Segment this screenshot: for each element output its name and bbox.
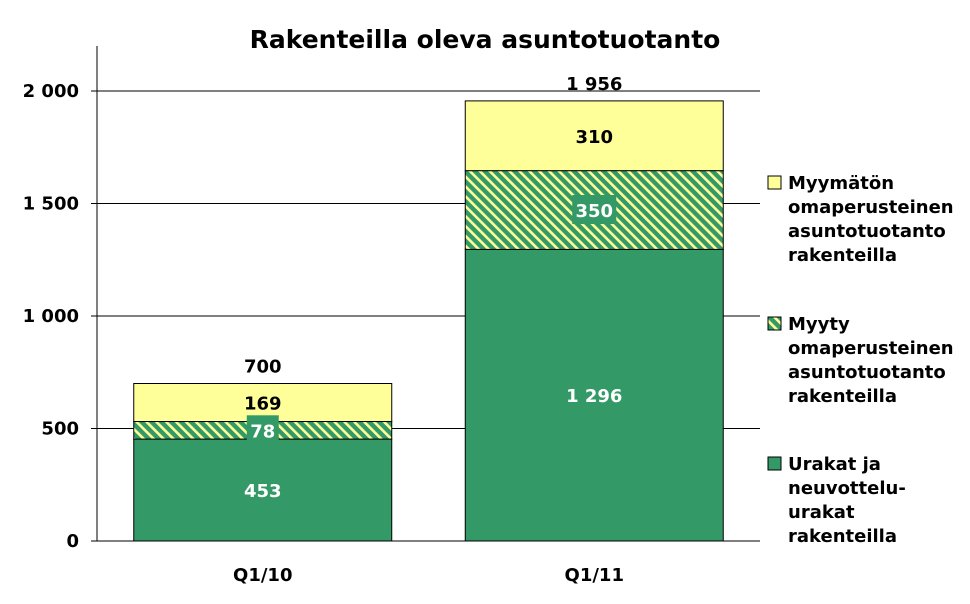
legend-swatch bbox=[767, 175, 782, 190]
legend-label: neuvottelu- bbox=[788, 478, 906, 499]
y-axis: 0 500 1 000 1 500 2 000 bbox=[23, 46, 760, 552]
legend-label: Urakat ja bbox=[788, 454, 881, 475]
legend: Myymätön omaperusteinen asuntotuotanto rake… bbox=[767, 173, 954, 547]
bar-segment bbox=[464, 100, 724, 172]
legend-label: omaperusteinen bbox=[788, 338, 954, 359]
legend-swatch bbox=[767, 316, 782, 331]
value-label: 169 bbox=[244, 394, 282, 415]
bar-segment bbox=[133, 438, 393, 542]
legend-label: urakat bbox=[788, 502, 855, 523]
total-label: 1 956 bbox=[566, 74, 622, 95]
value-label: 310 bbox=[575, 127, 613, 148]
y-tick-label: 1 500 bbox=[23, 194, 79, 215]
value-label: 1 296 bbox=[566, 386, 622, 407]
legend-swatch bbox=[767, 456, 782, 471]
x-axis: Q1/10 Q1/11 bbox=[233, 565, 624, 586]
x-tick-label: Q1/10 bbox=[233, 565, 292, 586]
legend-label: rakenteilla bbox=[788, 386, 897, 407]
value-label-background bbox=[572, 195, 617, 225]
legend-label: asuntotuotanto bbox=[788, 362, 946, 383]
legend-label: omaperusteinen bbox=[788, 197, 954, 218]
chart-title: Rakenteilla oleva asuntotuotanto bbox=[250, 25, 721, 54]
y-tick-label: 500 bbox=[41, 419, 79, 440]
y-tick-label: 1 000 bbox=[23, 306, 79, 327]
legend-label: Myymätön bbox=[788, 173, 894, 194]
value-label-background bbox=[246, 415, 279, 445]
legend-label: Myyty bbox=[788, 314, 850, 335]
value-label: 78 bbox=[250, 421, 275, 442]
x-tick-label: Q1/11 bbox=[565, 565, 624, 586]
y-tick-label: 0 bbox=[66, 531, 79, 552]
value-label: 350 bbox=[575, 201, 613, 222]
total-label: 700 bbox=[244, 357, 282, 378]
value-labels: 453 78 169 700 1 296 350 310 1 956 bbox=[244, 74, 622, 502]
bar-segment bbox=[464, 248, 724, 542]
bars bbox=[133, 100, 724, 542]
value-label: 453 bbox=[244, 481, 282, 502]
legend-label: asuntotuotanto bbox=[788, 221, 946, 242]
bar-segment bbox=[133, 383, 393, 423]
legend-label: rakenteilla bbox=[788, 526, 897, 547]
legend-label: rakenteilla bbox=[788, 245, 897, 266]
y-tick-label: 2 000 bbox=[23, 81, 79, 102]
